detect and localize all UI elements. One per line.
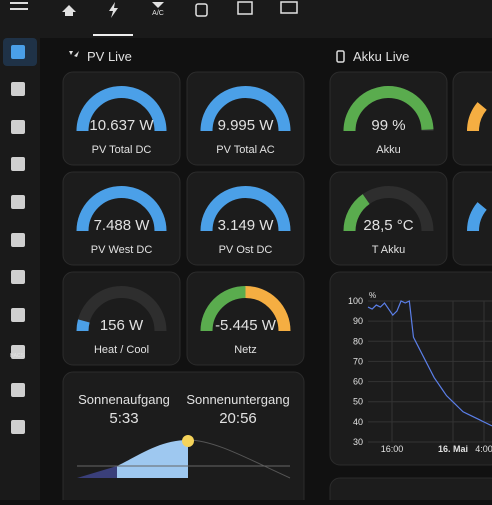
y-tick-label: 90 bbox=[353, 316, 363, 326]
gauge-label: PV Total DC bbox=[92, 144, 152, 156]
nav-icon[interactable] bbox=[11, 308, 25, 322]
sunset: 20:56 bbox=[219, 410, 257, 427]
gauge-card[interactable] bbox=[62, 71, 181, 166]
tabs[interactable]: A/C bbox=[62, 1, 298, 36]
power-tab[interactable] bbox=[109, 2, 118, 18]
gauge-label: PV West DC bbox=[91, 244, 153, 256]
gauge-track bbox=[76, 286, 167, 332]
x-tick-label: 16. Mai bbox=[438, 444, 468, 454]
gauge-value: 156 W bbox=[100, 317, 144, 334]
night-area bbox=[77, 466, 117, 478]
sunrise-label: Sonnenaufgang bbox=[78, 392, 170, 407]
gauge-value: -5.445 W bbox=[215, 317, 277, 334]
nav-icon[interactable] bbox=[11, 157, 25, 171]
gauge-fill bbox=[76, 319, 90, 332]
hacs-label[interactable]: HACS bbox=[10, 353, 25, 359]
gauge-label: T Akku bbox=[372, 244, 405, 256]
gauge-fill bbox=[76, 186, 167, 232]
day-area bbox=[117, 440, 188, 478]
nav-icon[interactable] bbox=[11, 420, 25, 434]
section-title: Akku Live bbox=[353, 49, 409, 64]
gauge-fill bbox=[245, 286, 291, 332]
gauge-fill bbox=[467, 102, 487, 132]
gauge-card[interactable] bbox=[62, 271, 181, 366]
tab-indicator bbox=[93, 34, 133, 36]
section-title: PV Live bbox=[87, 49, 132, 64]
gauge-card[interactable] bbox=[62, 171, 181, 266]
gauge-fill bbox=[76, 86, 167, 132]
gauge-value: 28,5 °C bbox=[363, 217, 413, 234]
y-tick-label: 40 bbox=[353, 417, 363, 427]
gauge-value: 3.149 W bbox=[218, 217, 275, 234]
gauge-fill bbox=[467, 202, 487, 232]
gauge-fill bbox=[200, 286, 246, 332]
nav-icon[interactable] bbox=[11, 195, 25, 209]
sunrise: 5:33 bbox=[109, 410, 138, 427]
nav-icon[interactable] bbox=[11, 233, 25, 247]
ac-icon[interactable] bbox=[152, 2, 164, 8]
gauge-label: Netz bbox=[234, 344, 257, 356]
gauge-value: 9.995 W bbox=[218, 117, 275, 134]
nav-icon[interactable] bbox=[11, 45, 25, 59]
sun-path bbox=[187, 439, 291, 479]
gauge-fill bbox=[343, 86, 434, 132]
gauge-card[interactable] bbox=[186, 71, 305, 166]
sunset-label: Sonnenuntergang bbox=[186, 392, 289, 407]
device-tab[interactable] bbox=[195, 3, 208, 17]
y-tick-label: 80 bbox=[353, 336, 363, 346]
pv-icon bbox=[69, 51, 79, 57]
x-tick-label: 4:00 bbox=[475, 444, 492, 454]
battery-icon bbox=[336, 50, 345, 63]
tv-tab[interactable] bbox=[280, 1, 298, 14]
battery-line bbox=[367, 300, 492, 427]
home-tab[interactable] bbox=[62, 5, 76, 16]
top-bar bbox=[0, 0, 492, 38]
gauge-fill bbox=[343, 194, 370, 232]
nav-icon[interactable] bbox=[11, 270, 25, 284]
server-tab[interactable] bbox=[237, 1, 253, 15]
gauge-fill bbox=[200, 86, 291, 132]
gauge-card[interactable] bbox=[186, 271, 305, 366]
y-tick-label: 100 bbox=[348, 296, 363, 306]
nav-icon[interactable] bbox=[11, 82, 25, 96]
gauge-value: 7.488 W bbox=[94, 217, 151, 234]
gauge-label: Heat / Cool bbox=[94, 344, 149, 356]
gauge-label: PV Ost DC bbox=[219, 244, 273, 256]
ac-label[interactable]: A/C bbox=[152, 10, 164, 17]
gauge-card[interactable] bbox=[329, 71, 448, 166]
menu-icon[interactable] bbox=[10, 2, 28, 10]
y-tick-label: 60 bbox=[353, 377, 363, 387]
chart-card bbox=[329, 271, 492, 466]
y-tick-label: 50 bbox=[353, 397, 363, 407]
gauge-label: PV Total AC bbox=[216, 144, 275, 156]
sun bbox=[182, 435, 194, 447]
gauge-label: Akku bbox=[376, 144, 400, 156]
gauge-card[interactable] bbox=[186, 171, 305, 266]
gauge-value: 10.637 W bbox=[89, 117, 154, 134]
nav-icon[interactable] bbox=[11, 120, 25, 134]
card bbox=[329, 477, 492, 505]
y-unit: % bbox=[369, 291, 376, 300]
nav-icons bbox=[11, 45, 25, 434]
nav-icon[interactable] bbox=[11, 345, 25, 359]
gauge-value: 99 % bbox=[371, 117, 405, 134]
y-tick-label: 70 bbox=[353, 356, 363, 366]
gauge-fill bbox=[200, 186, 291, 232]
gauge-card[interactable] bbox=[329, 171, 448, 266]
x-tick-label: 16:00 bbox=[381, 444, 404, 454]
nav-icon[interactable] bbox=[11, 383, 25, 397]
y-tick-label: 30 bbox=[353, 437, 363, 447]
